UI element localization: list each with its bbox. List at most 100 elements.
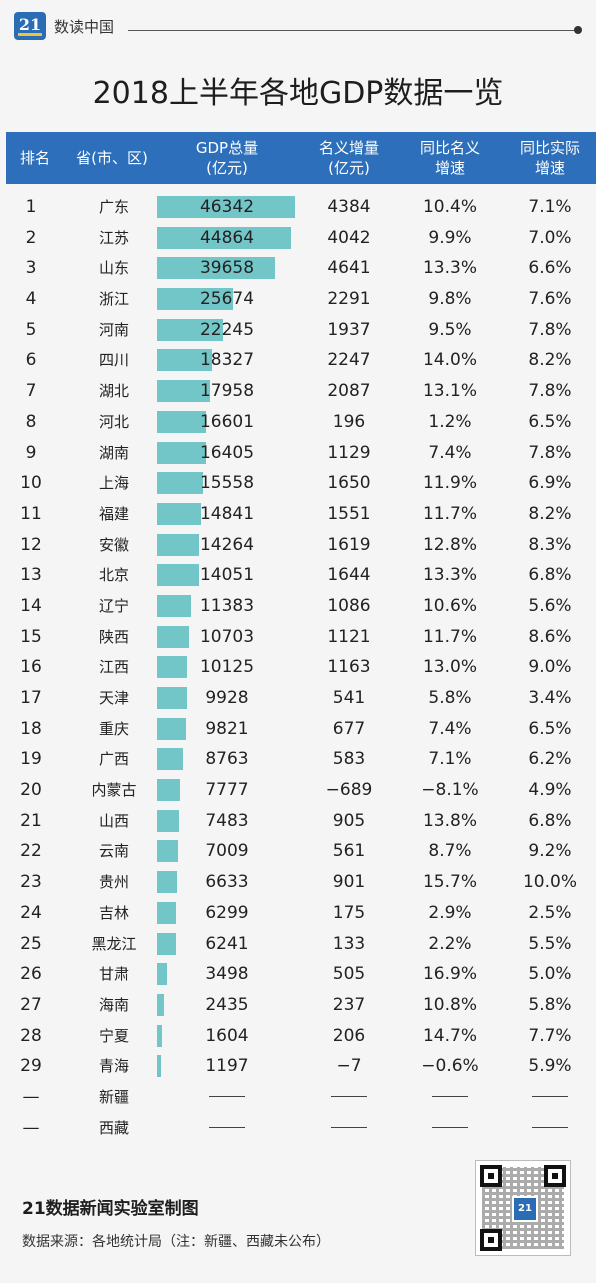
header-nominal-line2: 增速 bbox=[434, 159, 465, 177]
rank-cell: 7 bbox=[25, 381, 37, 402]
nominal-growth-cell: 10.6% bbox=[422, 595, 477, 616]
gdp-cell: 1604 bbox=[157, 1021, 297, 1052]
table-row: 29 青海 1197 −7 −0.6% 5.9% bbox=[0, 1051, 596, 1082]
rank-cell: 29 bbox=[20, 1056, 42, 1077]
nominal-growth-cell: 12.8% bbox=[422, 534, 477, 555]
nominal-growth-cell: 13.8% bbox=[422, 810, 477, 831]
real-growth-cell bbox=[504, 1113, 596, 1144]
gdp-bar bbox=[157, 993, 165, 1016]
gdp-cell: 11383 bbox=[157, 591, 297, 622]
gdp-cell: 14264 bbox=[157, 530, 297, 561]
header-real-line1: 同比实际 bbox=[519, 139, 580, 157]
missing-value-dash bbox=[432, 1127, 468, 1129]
table-row: 9 湖南 16405 1129 7.4% 7.8% bbox=[0, 438, 596, 469]
gdp-cell: 3498 bbox=[157, 959, 297, 990]
increase-cell: 1937 bbox=[327, 319, 371, 340]
rank-cell: 24 bbox=[20, 902, 42, 923]
increase-cell: 175 bbox=[332, 902, 366, 923]
real-growth-cell: 8.3% bbox=[528, 534, 572, 555]
nominal-growth-cell: 9.9% bbox=[428, 227, 472, 248]
table-row: 18 重庆 9821 677 7.4% 6.5% bbox=[0, 714, 596, 745]
header-province-label: 省(市、区) bbox=[76, 149, 148, 167]
nominal-growth-cell: 9.5% bbox=[428, 319, 472, 340]
table-row: 27 海南 2435 237 10.8% 5.8% bbox=[0, 990, 596, 1021]
gdp-cell: 17958 bbox=[157, 376, 297, 407]
missing-value-dash bbox=[532, 1127, 568, 1129]
header-gdp-line2: (亿元) bbox=[206, 159, 248, 177]
gdp-bar bbox=[157, 502, 202, 525]
gdp-cell: 15558 bbox=[157, 468, 297, 499]
nominal-growth-cell: 1.2% bbox=[428, 411, 472, 432]
increase-cell: 206 bbox=[332, 1025, 366, 1046]
real-growth-cell: 8.6% bbox=[528, 626, 572, 647]
gdp-value: 22245 bbox=[199, 319, 255, 340]
increase-cell: 2247 bbox=[327, 350, 371, 371]
table-row: 15 陕西 10703 1121 11.7% 8.6% bbox=[0, 622, 596, 653]
gdp-bar bbox=[157, 472, 204, 495]
province-cell: 甘肃 bbox=[98, 965, 129, 984]
nominal-growth-cell: 7.4% bbox=[428, 718, 472, 739]
province-cell: 西藏 bbox=[98, 1118, 129, 1137]
nominal-growth-cell: 5.8% bbox=[428, 688, 472, 708]
table-header: 排名 省(市、区) GDP总量 (亿元) 名义增量 (亿元) 同比名义 增速 同… bbox=[6, 132, 596, 184]
gdp-bar bbox=[157, 809, 180, 832]
missing-value-dash bbox=[331, 1127, 367, 1129]
gdp-value: 2435 bbox=[205, 994, 249, 1015]
province-cell: 新疆 bbox=[98, 1087, 129, 1106]
header-rule bbox=[128, 30, 578, 31]
gdp-value: 10125 bbox=[199, 657, 255, 678]
qr-code: 21 bbox=[475, 1160, 571, 1256]
gdp-value: 10703 bbox=[199, 626, 255, 647]
nominal-growth-cell: 7.4% bbox=[428, 442, 472, 463]
table-row: 6 四川 18327 2247 14.0% 8.2% bbox=[0, 345, 596, 376]
increase-cell: 1644 bbox=[327, 565, 371, 586]
rank-cell: 23 bbox=[20, 872, 42, 893]
real-growth-cell: 3.4% bbox=[528, 688, 572, 708]
table-row: 24 吉林 6299 175 2.9% 2.5% bbox=[0, 898, 596, 929]
gdp-cell: 16405 bbox=[157, 438, 297, 469]
real-growth-cell: 9.0% bbox=[528, 657, 572, 678]
real-growth-cell: 8.2% bbox=[528, 503, 572, 524]
increase-cell: 237 bbox=[332, 994, 366, 1015]
missing-value-dash bbox=[209, 1096, 245, 1098]
increase-cell: 4384 bbox=[327, 197, 371, 217]
gdp-bar bbox=[157, 380, 211, 403]
increase-cell: 677 bbox=[332, 718, 366, 739]
province-cell: 辽宁 bbox=[98, 596, 129, 615]
increase-cell: 4641 bbox=[327, 258, 371, 279]
province-cell: 广西 bbox=[98, 750, 129, 769]
qr-finder-top-left bbox=[480, 1165, 502, 1187]
nominal-growth-cell: −8.1% bbox=[421, 780, 479, 801]
gdp-value: 16601 bbox=[199, 411, 255, 432]
table-row: 1 广东 46342 4384 10.4% 7.1% bbox=[0, 192, 596, 223]
province-cell: 安徽 bbox=[98, 535, 129, 554]
table-row: 21 山西 7483 905 13.8% 6.8% bbox=[0, 806, 596, 837]
real-growth-cell: 7.8% bbox=[528, 442, 572, 463]
header-increase-line1: 名义增量 bbox=[318, 139, 379, 157]
gdp-value: 17958 bbox=[199, 381, 255, 402]
gdp-bar bbox=[157, 288, 234, 311]
rank-cell: 3 bbox=[25, 258, 37, 279]
table-row: 4 浙江 25674 2291 9.8% 7.6% bbox=[0, 284, 596, 315]
rank-cell: 22 bbox=[20, 841, 42, 862]
province-cell: 广东 bbox=[98, 198, 129, 216]
table-row: 28 宁夏 1604 206 14.7% 7.7% bbox=[0, 1021, 596, 1052]
gdp-bar bbox=[157, 594, 191, 617]
rank-cell: 21 bbox=[20, 810, 42, 831]
gdp-cell: 10125 bbox=[157, 652, 297, 683]
header-real-line2: 增速 bbox=[534, 159, 565, 177]
qr-center-logo: 21 bbox=[512, 1196, 538, 1222]
increase-cell: 901 bbox=[332, 872, 366, 893]
rank-cell: 17 bbox=[20, 688, 42, 708]
increase-cell: 561 bbox=[332, 841, 366, 862]
gdp-cell: 39658 bbox=[157, 253, 297, 284]
province-cell: 宁夏 bbox=[98, 1026, 129, 1045]
gdp-bar bbox=[157, 748, 184, 771]
nominal-growth-cell: 13.3% bbox=[422, 258, 477, 279]
increase-cell: 2087 bbox=[327, 381, 371, 402]
gdp-bar bbox=[157, 871, 177, 894]
gdp-bar bbox=[157, 901, 176, 924]
header-rank-label: 排名 bbox=[19, 149, 50, 167]
rank-cell: 15 bbox=[20, 626, 42, 647]
table-row: 8 河北 16601 196 1.2% 6.5% bbox=[0, 407, 596, 438]
